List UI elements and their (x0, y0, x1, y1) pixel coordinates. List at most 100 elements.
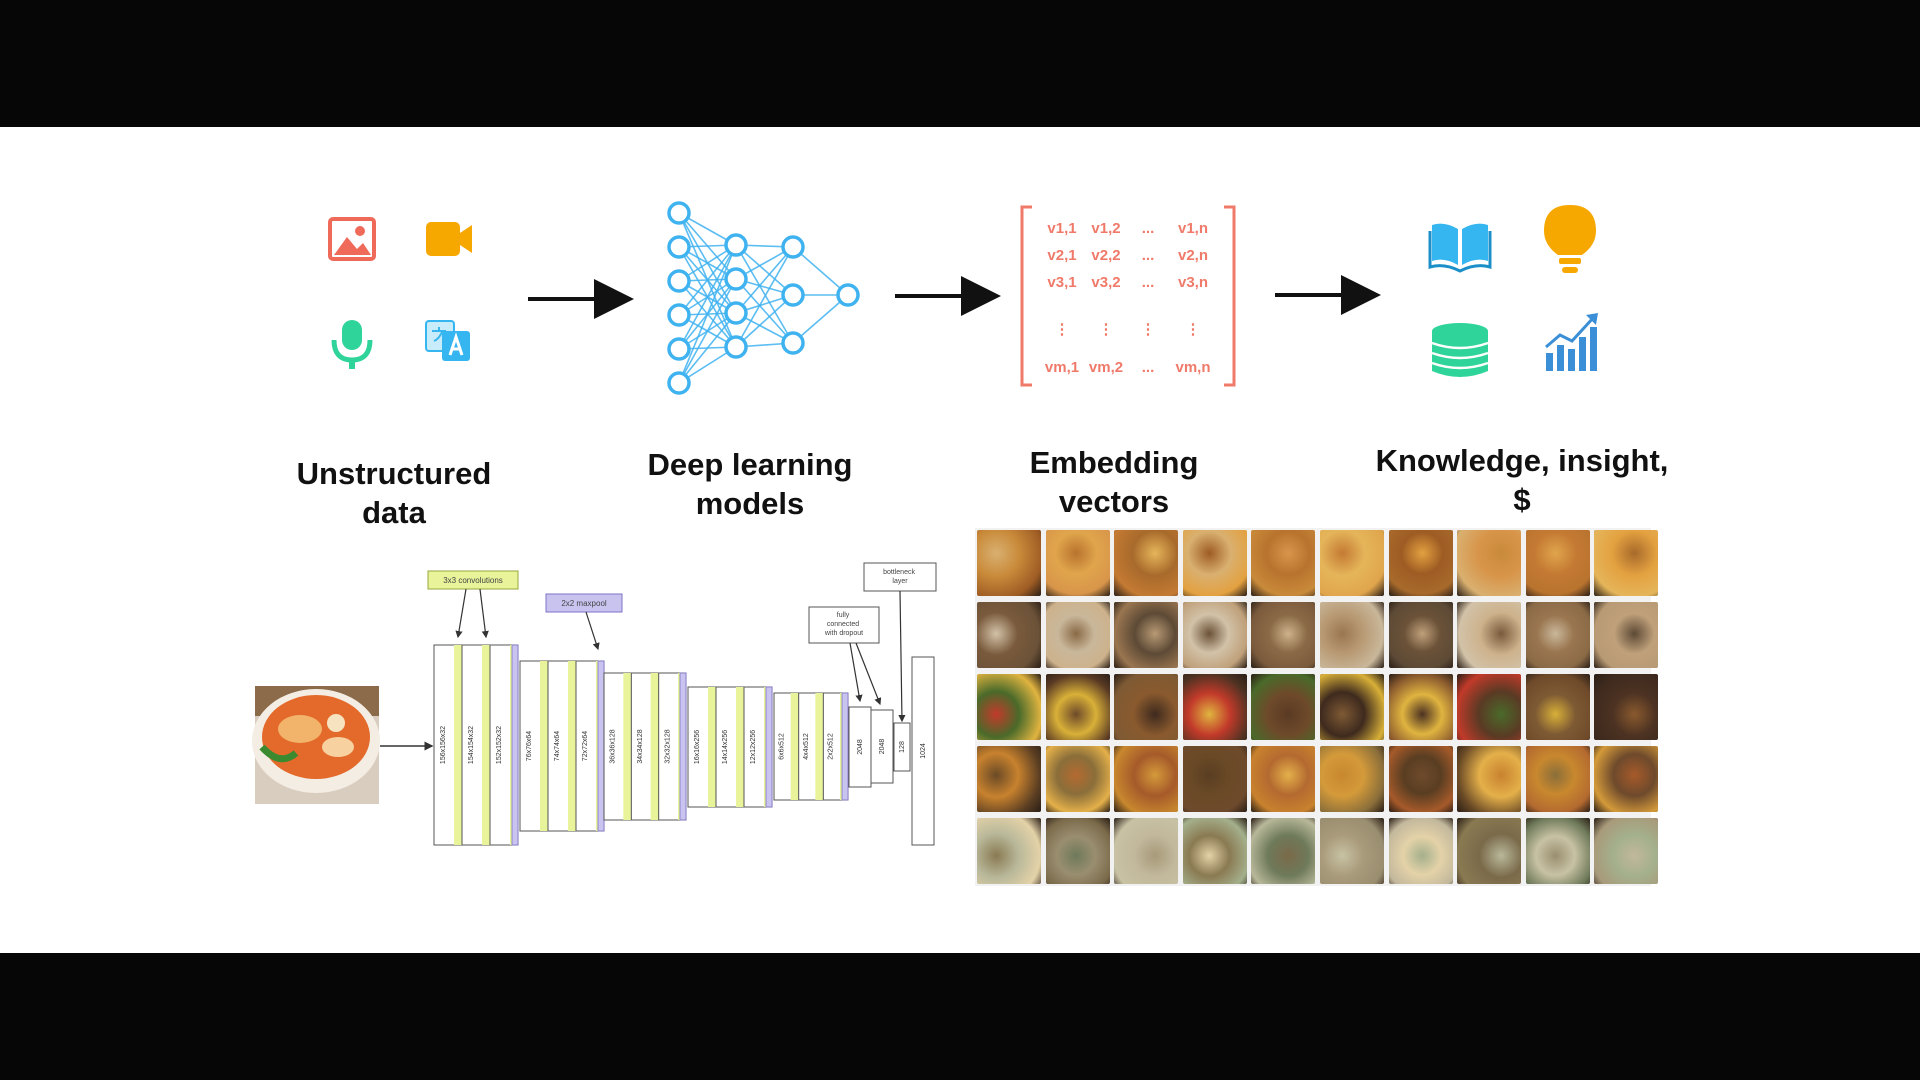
food-thumbnail (1525, 818, 1590, 884)
dense-layer: 2048 (848, 706, 872, 788)
matrix-cell: ⋮ (1055, 321, 1070, 338)
cnn-architecture: 156x156x32 154x154x32 152x152x32 76x76x64 74… (252, 562, 937, 846)
food-thumbnail (1388, 530, 1453, 596)
food-thumbnail (1045, 746, 1110, 812)
dense-layer: 128 (893, 722, 911, 772)
nn-node (667, 235, 691, 259)
matrix-cell: v3,2 (1091, 274, 1120, 291)
matrix-cell: v3,n (1178, 274, 1208, 291)
matrix-bracket-right (1224, 205, 1236, 387)
book-icon (1428, 223, 1492, 273)
food-thumbnail (1251, 746, 1316, 812)
conv-layer-label: 2x2x512 (828, 733, 835, 760)
food-thumbnail (1388, 674, 1453, 740)
food-thumbnail (1320, 746, 1384, 812)
food-thumbnail (1045, 530, 1110, 596)
dense-layer-label: 2048 (879, 739, 886, 755)
food-thumbnail (977, 818, 1041, 884)
matrix-bracket-left (1020, 205, 1032, 387)
microphone-icon (331, 320, 373, 369)
conv-layer-label: 76x76x64 (526, 731, 533, 761)
matrix-cell: v1,n (1178, 220, 1208, 237)
callout-maxpool-label: 2x2 maxpool (561, 599, 607, 608)
neural-network-icon (667, 201, 860, 395)
conv-layer-label: 4x4x512 (803, 733, 810, 760)
food-thumbnail (1182, 602, 1247, 668)
food-thumbnail (1594, 818, 1659, 884)
food-thumbnail (1457, 602, 1522, 668)
conv-block: 16x16x256 14x14x256 12x12x256 (687, 686, 773, 808)
nn-node (667, 269, 691, 293)
callout-conv-label: 3x3 convolutions (443, 576, 503, 585)
dense-layer-label: 1024 (920, 743, 927, 759)
conv-block: 76x76x64 74x74x64 72x72x64 (519, 660, 605, 832)
food-thumbnail (1457, 818, 1522, 884)
food-thumbnail (1525, 602, 1590, 668)
food-thumbnail (1251, 602, 1316, 668)
conv-layer-label: 32x32x128 (664, 729, 671, 763)
nn-node (836, 283, 860, 307)
food-thumbnail (1114, 530, 1179, 596)
food-thumbnail (1320, 602, 1384, 668)
callout-maxpool: 2x2 maxpool (545, 593, 623, 651)
food-thumbnail (977, 530, 1041, 596)
nn-node (724, 233, 748, 257)
food-thumbnail (1045, 674, 1110, 740)
food-thumbnail (1251, 674, 1316, 740)
matrix-cell: ... (1142, 274, 1155, 291)
callout-bottleneck: bottleneck layer (863, 562, 937, 723)
food-thumbnail (1114, 746, 1179, 812)
conv-layer-label: 14x14x256 (722, 730, 729, 764)
letterbox-bottom (0, 953, 1920, 1080)
callout-fc-label: fully connected with dropout (824, 612, 863, 637)
food-thumbnail (1594, 746, 1659, 812)
matrix-cell: v3,1 (1047, 274, 1076, 291)
stage-label-models: Deep learning models (647, 447, 853, 521)
conv-layer-label: 74x74x64 (554, 731, 561, 761)
food-image-grid (975, 528, 1659, 886)
matrix-cell: v2,2 (1091, 247, 1120, 264)
conv-layer-label: 156x156x32 (440, 726, 447, 764)
matrix-cell: v1,2 (1091, 220, 1120, 237)
letterbox-top (0, 0, 1920, 127)
chart-growth-icon (1545, 313, 1598, 371)
matrix-cell: ... (1142, 220, 1155, 237)
stage-label-embeddings: Embedding vectors (1029, 445, 1199, 519)
conv-layer-label: 34x34x128 (637, 729, 644, 763)
food-thumbnail (977, 746, 1041, 812)
nn-node (667, 303, 691, 327)
lightbulb-icon (1544, 205, 1596, 273)
food-thumbnail (1594, 674, 1659, 740)
matrix-cell: v2,n (1178, 247, 1208, 264)
callout-bottleneck-label: bottleneck layer (883, 569, 917, 585)
matrix-cell: v2,1 (1047, 247, 1076, 264)
conv-layer-label: 12x12x256 (750, 730, 757, 764)
conv-block: 6x6x512 4x4x512 2x2x512 (773, 692, 849, 801)
dense-layer-label: 128 (899, 741, 906, 753)
food-thumbnail (1251, 818, 1316, 884)
conv-layer-label: 16x16x256 (694, 730, 701, 764)
conv-layer-label: 154x154x32 (468, 726, 475, 764)
conv-layer-label: 72x72x64 (582, 731, 589, 761)
conv-layer-label: 36x36x128 (610, 729, 617, 763)
food-thumbnail (1114, 602, 1179, 668)
conv-layer-label: 152x152x32 (496, 726, 503, 764)
food-thumbnail (1045, 818, 1110, 884)
matrix-cell: ⋮ (1099, 321, 1114, 338)
conv-block: 36x36x128 34x34x128 32x32x128 (603, 672, 687, 821)
food-thumbnail (1388, 602, 1453, 668)
matrix-cell: vm,n (1175, 359, 1210, 376)
food-thumbnail (1525, 530, 1590, 596)
embedding-matrix: v1,1 v1,2... v1,n v2,1 v2,2... v2,n v3,1 v3,2..… (1020, 205, 1236, 387)
matrix-cell: v1,1 (1047, 220, 1076, 237)
food-thumbnail (1457, 530, 1522, 596)
food-thumbnail (1182, 818, 1247, 884)
ramen-photo (252, 686, 380, 804)
nn-node (781, 283, 805, 307)
food-thumbnail (1594, 602, 1659, 668)
nn-node (667, 371, 691, 395)
matrix-cell: ... (1142, 247, 1155, 264)
translate-icon (425, 320, 470, 361)
callout-conv: 3x3 convolutions (427, 570, 519, 639)
